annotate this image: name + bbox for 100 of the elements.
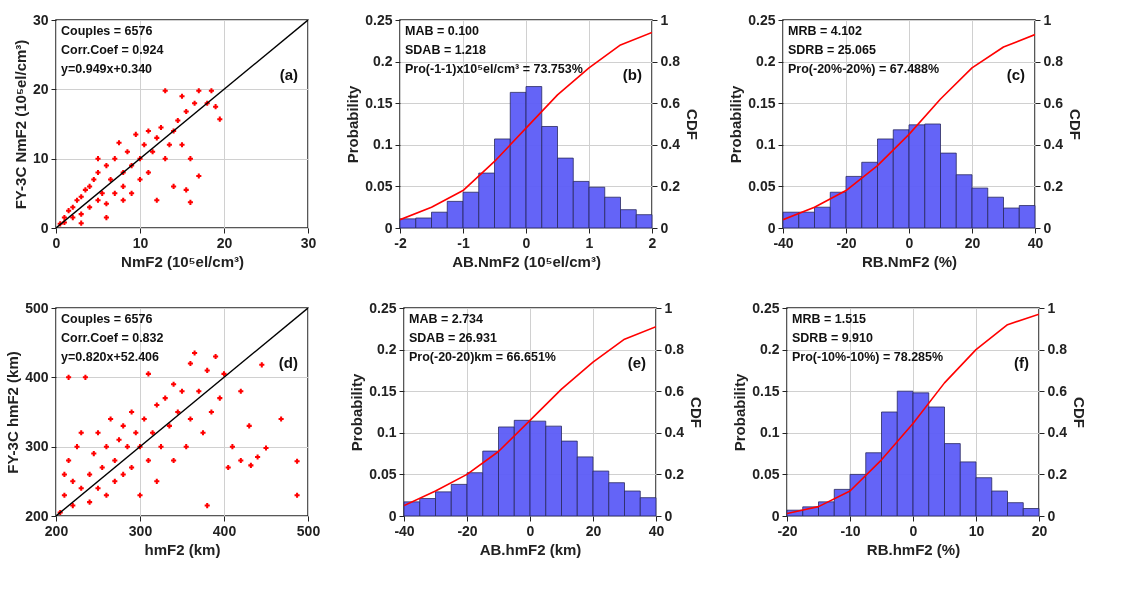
point [70, 215, 76, 221]
point [99, 190, 105, 196]
point [196, 88, 202, 94]
annotation: (b) [622, 66, 642, 83]
y2-tick-label: 0.8 [664, 341, 685, 358]
x-axis-title: AB.hmF2 (km) [479, 540, 582, 558]
y2-axis-title: CDF [1066, 109, 1084, 140]
x-tick-label: 200 [44, 522, 69, 539]
y-tick-label: 300 [25, 438, 49, 455]
x-tick-label: 20 [1031, 522, 1048, 539]
point [78, 194, 84, 200]
y-tick-label: 20 [32, 80, 49, 97]
annotation: Couples = 6576 [61, 24, 153, 38]
point [70, 204, 76, 210]
point [95, 156, 101, 162]
point [187, 156, 193, 162]
x-tick-label: -10 [840, 522, 861, 539]
y2-tick-label: 1 [660, 11, 669, 28]
point [103, 163, 109, 169]
y-axis-title: Probability [348, 373, 366, 452]
x-tick-label: 10 [132, 234, 149, 251]
annotation: (a) [279, 66, 298, 83]
point [145, 128, 151, 134]
point [179, 142, 185, 148]
y-tick-label: 0.1 [756, 136, 776, 153]
point [103, 201, 109, 207]
y2-tick-label: 0 [1043, 219, 1052, 236]
y-tick-label: 0 [388, 507, 397, 524]
point [171, 183, 177, 189]
y-tick-label: 0.25 [365, 11, 393, 28]
point [162, 156, 168, 162]
y-tick-label: 0.05 [369, 465, 397, 482]
point [78, 211, 84, 217]
y-tick-label: 0.05 [752, 465, 780, 482]
y-axis-title: FY-3C hmF2 (km) [4, 351, 22, 474]
x-tick-label: -40 [773, 234, 794, 251]
y-tick-label: 0.15 [748, 94, 776, 111]
x-tick-label: 0 [526, 522, 535, 539]
point [166, 142, 172, 148]
x-tick-label: 0 [52, 234, 61, 251]
x-axis-title: NmF2 (10⁵el/cm³) [121, 252, 244, 270]
x-tick-label: -20 [836, 234, 857, 251]
annotation: Pro(-20-20)km = 66.651% [409, 350, 556, 364]
x-tick-label: 0 [522, 234, 531, 251]
point [192, 100, 198, 106]
point [217, 116, 223, 122]
point [95, 169, 101, 176]
x-tick-label: 10 [968, 522, 985, 539]
point [120, 183, 126, 189]
point [82, 187, 88, 193]
x-axis-title: RB.NmF2 (%) [861, 252, 958, 270]
point [137, 176, 143, 183]
y-tick-label: 0.2 [377, 341, 397, 358]
point [150, 149, 156, 155]
y2-axis-title: CDF [1070, 397, 1088, 428]
y2-tick-label: 0 [1047, 507, 1056, 524]
y2-tick-label: 0.2 [664, 465, 685, 482]
point [120, 197, 126, 203]
x-tick-label: 1 [585, 234, 594, 251]
point [154, 135, 160, 141]
annotation: Pro(-20%-20%) = 67.488% [788, 62, 940, 76]
y2-tick-label: 0.8 [660, 53, 681, 70]
point [87, 183, 93, 189]
y2-tick-label: 0.6 [1047, 382, 1068, 399]
y-tick-label: 0.15 [369, 382, 397, 399]
x-tick-label: -20 [777, 522, 798, 539]
x-tick-label: 300 [128, 522, 153, 539]
y-tick-label: 0.2 [756, 53, 776, 70]
annotation: Pro(-10%-10%) = 78.285% [792, 350, 944, 364]
annotation: SDAB = 26.931 [409, 331, 497, 345]
x-tick-label: 20 [964, 234, 981, 251]
y-tick-label: 200 [25, 507, 49, 524]
y2-tick-label: 0.6 [660, 94, 681, 111]
point [187, 199, 193, 205]
y2-tick-label: 0.4 [660, 136, 681, 153]
y-tick-label: 0.15 [752, 382, 780, 399]
annotation: y=0.820x+52.406 [61, 350, 160, 364]
point [112, 190, 118, 196]
x-tick-label: 20 [216, 234, 233, 251]
annotation: (e) [627, 354, 646, 371]
annotation: Corr.Coef = 0.832 [61, 331, 164, 345]
annotation: MRB = 1.515 [792, 312, 867, 326]
y-tick-label: 0.1 [760, 424, 780, 441]
y-tick-label: 0.25 [369, 299, 397, 316]
y2-tick-label: 0.8 [1043, 53, 1064, 70]
y2-tick-label: 0 [660, 219, 669, 236]
y-tick-label: 0.1 [373, 136, 393, 153]
point [95, 197, 101, 203]
x-axis-title: RB.hmF2 (%) [866, 540, 961, 558]
point [91, 176, 97, 183]
y2-tick-label: 0.4 [664, 424, 685, 441]
x-tick-label: 20 [585, 522, 602, 539]
point [78, 220, 84, 226]
y-tick-label: 0.15 [365, 94, 393, 111]
point [112, 156, 118, 162]
point [133, 131, 139, 137]
point [116, 140, 122, 146]
y-tick-label: 0.25 [752, 299, 780, 316]
point [183, 187, 189, 193]
y-tick-label: 30 [32, 11, 49, 28]
